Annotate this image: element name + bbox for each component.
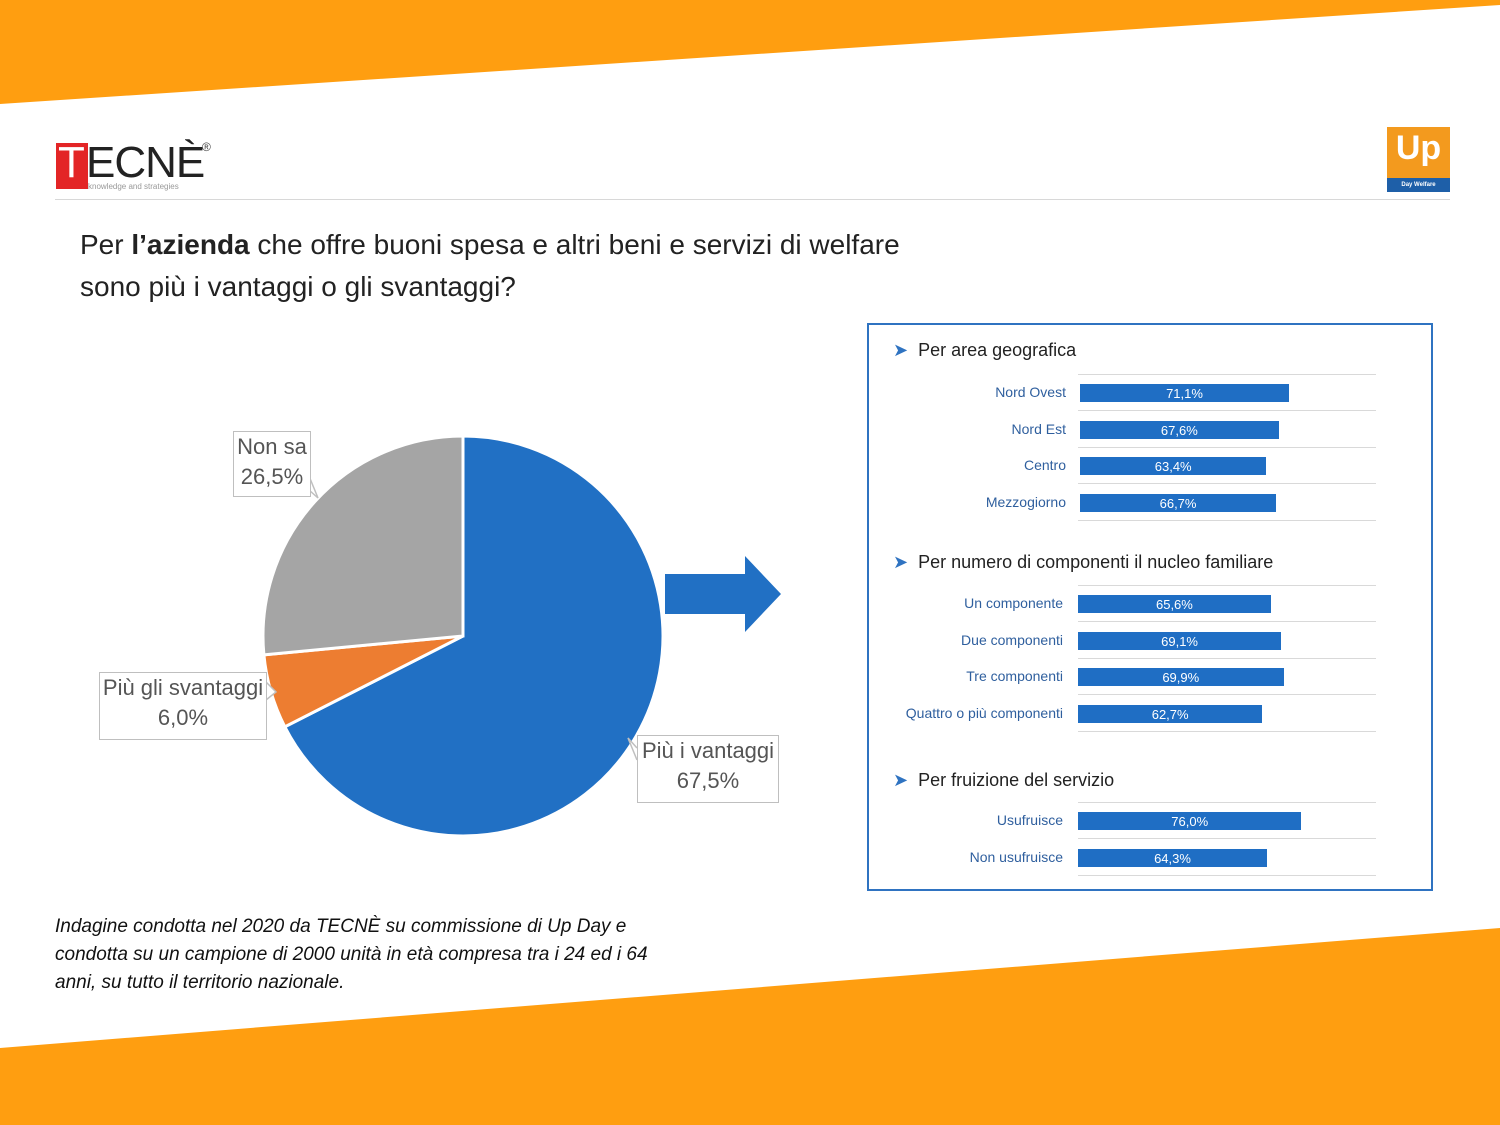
header-divider <box>55 199 1450 200</box>
callout-vantaggi-name: Più i vantaggi <box>641 738 775 763</box>
tecne-logo-registered: ® <box>202 140 211 154</box>
row-label: Nord Ovest <box>995 384 1066 400</box>
row-divider <box>1078 694 1376 695</box>
row-divider <box>1078 374 1376 375</box>
tecne-logo-text: ECNÈ <box>86 138 205 187</box>
up-day-logo: Up Day Welfare <box>1387 127 1450 192</box>
section-heading-0: ➤ Per area geografica <box>893 340 1076 361</box>
row-divider <box>1078 730 1376 732</box>
callout-svantaggi-name: Più gli svantaggi <box>102 675 264 700</box>
bar <box>1080 420 1279 439</box>
bar-value-label: 65,6% <box>1155 597 1193 612</box>
chevron-right-icon: ➤ <box>893 340 909 360</box>
title-line1-rest: che offre buoni spesa e altri beni e ser… <box>249 229 900 260</box>
bar <box>1078 668 1284 686</box>
row-divider <box>1078 802 1376 803</box>
chevron-right-icon: ➤ <box>893 770 909 790</box>
top-orange-band <box>0 0 1500 104</box>
title-prefix: Per <box>80 229 132 260</box>
row-divider <box>1078 874 1376 876</box>
bar <box>1080 493 1277 512</box>
bar <box>1078 595 1271 613</box>
bar <box>1078 848 1268 867</box>
row-divider <box>1078 585 1376 586</box>
footnote: Indagine condotta nel 2020 da TECNÈ su c… <box>55 916 648 993</box>
bar-value-label: 69,1% <box>1161 633 1198 649</box>
title-bold: l’azienda <box>131 229 250 260</box>
bottom-orange-band <box>0 928 1500 1125</box>
callout-vantaggi: Più i vantaggi 67,5% <box>637 735 779 803</box>
bar <box>1078 631 1282 650</box>
row-divider <box>1078 838 1376 839</box>
tecne-logo: T ECNÈ ® knowledge and strategies <box>56 138 226 198</box>
up-logo-subtitle: Day Welfare <box>1387 178 1450 192</box>
row-divider <box>1078 519 1376 521</box>
section-heading-2: ➤ Per fruizione del servizio <box>893 770 1114 791</box>
row-label: Non usufruisce <box>969 848 1063 865</box>
section-heading-text: Per fruizione del servizio <box>918 770 1115 790</box>
bar-value-label: 66,7% <box>1159 495 1197 511</box>
bar <box>1080 384 1290 402</box>
row-label: Tre componenti <box>966 668 1063 684</box>
bar-value-label: 62,7% <box>1151 706 1189 722</box>
section-heading-1: ➤ Per numero di componenti il nucleo fami… <box>893 552 1273 573</box>
bar-value-label: 64,3% <box>1154 850 1191 866</box>
bar-value-label: 71,1% <box>1166 386 1203 401</box>
right-arrow-icon <box>665 556 781 632</box>
up-logo-text: Up <box>1395 129 1442 167</box>
row-divider <box>1078 446 1376 448</box>
title-line2: sono più i vantaggi o gli svantaggi? <box>80 271 516 302</box>
bar-value-label: 67,6% <box>1160 422 1198 438</box>
callout-svantaggi: Più gli svantaggi 6,0% <box>99 672 267 740</box>
tecne-logo-tagline: knowledge and strategies <box>88 182 179 191</box>
row-divider <box>1078 621 1376 622</box>
section-heading-text: Per numero di componenti il nucleo famil… <box>918 552 1274 572</box>
row-divider <box>1078 657 1376 659</box>
row-label: Due componenti <box>961 631 1063 648</box>
bar <box>1078 812 1302 830</box>
section-heading-text: Per area geografica <box>918 340 1077 360</box>
bar-value-label: 63,4% <box>1154 459 1192 474</box>
callout-non-sa: Non sa 26,5% <box>233 431 311 497</box>
bar-value-label: 76,0% <box>1171 814 1209 829</box>
row-label: Un componente <box>964 595 1063 611</box>
callout-non-sa-value: 26,5% <box>240 464 304 489</box>
row-divider <box>1078 483 1376 484</box>
callout-vantaggi-value: 67,5% <box>676 768 740 793</box>
bar-value-label: 69,9% <box>1162 670 1200 685</box>
row-label: Usufruisce <box>996 812 1063 828</box>
row-label: Mezzogiorno <box>985 493 1066 510</box>
row-divider <box>1078 410 1376 411</box>
bar <box>1078 704 1263 723</box>
chevron-right-icon: ➤ <box>893 552 909 572</box>
row-label: Nord Est <box>1011 420 1066 437</box>
tecne-logo-red-box <box>56 143 88 189</box>
bar <box>1080 457 1267 475</box>
callout-non-sa-name: Non sa <box>237 434 307 459</box>
page-title: Per l’azienda che offre buoni spesa e al… <box>80 224 980 308</box>
row-label: Centro <box>1023 457 1066 473</box>
tecne-logo-t: T <box>58 138 85 187</box>
callout-svantaggi-value: 6,0% <box>157 705 209 730</box>
row-label: Quattro o più componenti <box>905 704 1063 721</box>
